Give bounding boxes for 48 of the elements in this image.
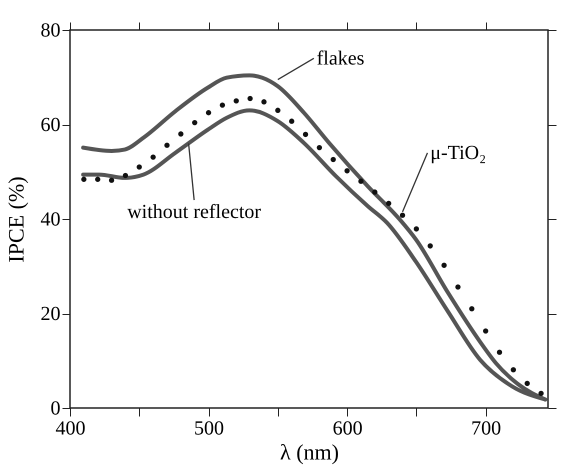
point bbox=[483, 328, 488, 334]
x-tick-label: 600 bbox=[332, 418, 363, 440]
point bbox=[386, 200, 392, 206]
x-tick-label: 500 bbox=[194, 418, 224, 440]
y-axis-title: IPCE (%) bbox=[4, 176, 28, 263]
point bbox=[400, 212, 406, 218]
point bbox=[358, 178, 364, 184]
annotation: μ-TiO₂ bbox=[430, 142, 486, 164]
point bbox=[302, 132, 308, 138]
point bbox=[192, 120, 198, 126]
point bbox=[220, 102, 226, 108]
point bbox=[178, 131, 184, 137]
point bbox=[538, 390, 544, 396]
y-tick-label: 60 bbox=[40, 114, 60, 136]
point bbox=[95, 176, 100, 182]
point bbox=[316, 145, 322, 150]
point bbox=[206, 110, 212, 116]
point bbox=[372, 189, 378, 195]
y-tick-label: 0 bbox=[50, 398, 60, 420]
point bbox=[164, 142, 170, 148]
x-tick-label: 400 bbox=[56, 418, 86, 440]
point bbox=[330, 156, 336, 162]
point bbox=[441, 262, 447, 268]
point bbox=[289, 118, 294, 124]
point bbox=[261, 99, 267, 104]
point bbox=[81, 176, 86, 182]
point bbox=[108, 178, 114, 183]
point bbox=[414, 226, 420, 232]
point bbox=[496, 350, 502, 355]
point bbox=[122, 172, 128, 178]
x-tick-label: 700 bbox=[471, 418, 502, 440]
point bbox=[344, 168, 350, 174]
y-tick-label: 40 bbox=[40, 208, 60, 230]
point bbox=[428, 243, 433, 249]
y-tick-label: 80 bbox=[40, 20, 60, 42]
point bbox=[275, 108, 280, 113]
x-axis-title: λ (nm) bbox=[280, 440, 339, 464]
point bbox=[524, 380, 530, 386]
point bbox=[136, 164, 142, 170]
y-tick-label: 20 bbox=[40, 303, 60, 325]
point bbox=[469, 306, 474, 312]
annotation: without reflector bbox=[127, 200, 262, 223]
point bbox=[234, 98, 239, 104]
annotation: flakes bbox=[316, 47, 365, 70]
point bbox=[247, 96, 253, 102]
point bbox=[150, 154, 156, 160]
point bbox=[455, 284, 461, 290]
point bbox=[510, 367, 516, 372]
